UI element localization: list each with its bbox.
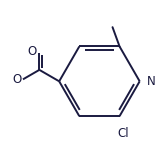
- Text: N: N: [147, 75, 155, 88]
- Text: O: O: [28, 45, 37, 58]
- Text: Cl: Cl: [118, 127, 129, 140]
- Text: O: O: [12, 72, 22, 86]
